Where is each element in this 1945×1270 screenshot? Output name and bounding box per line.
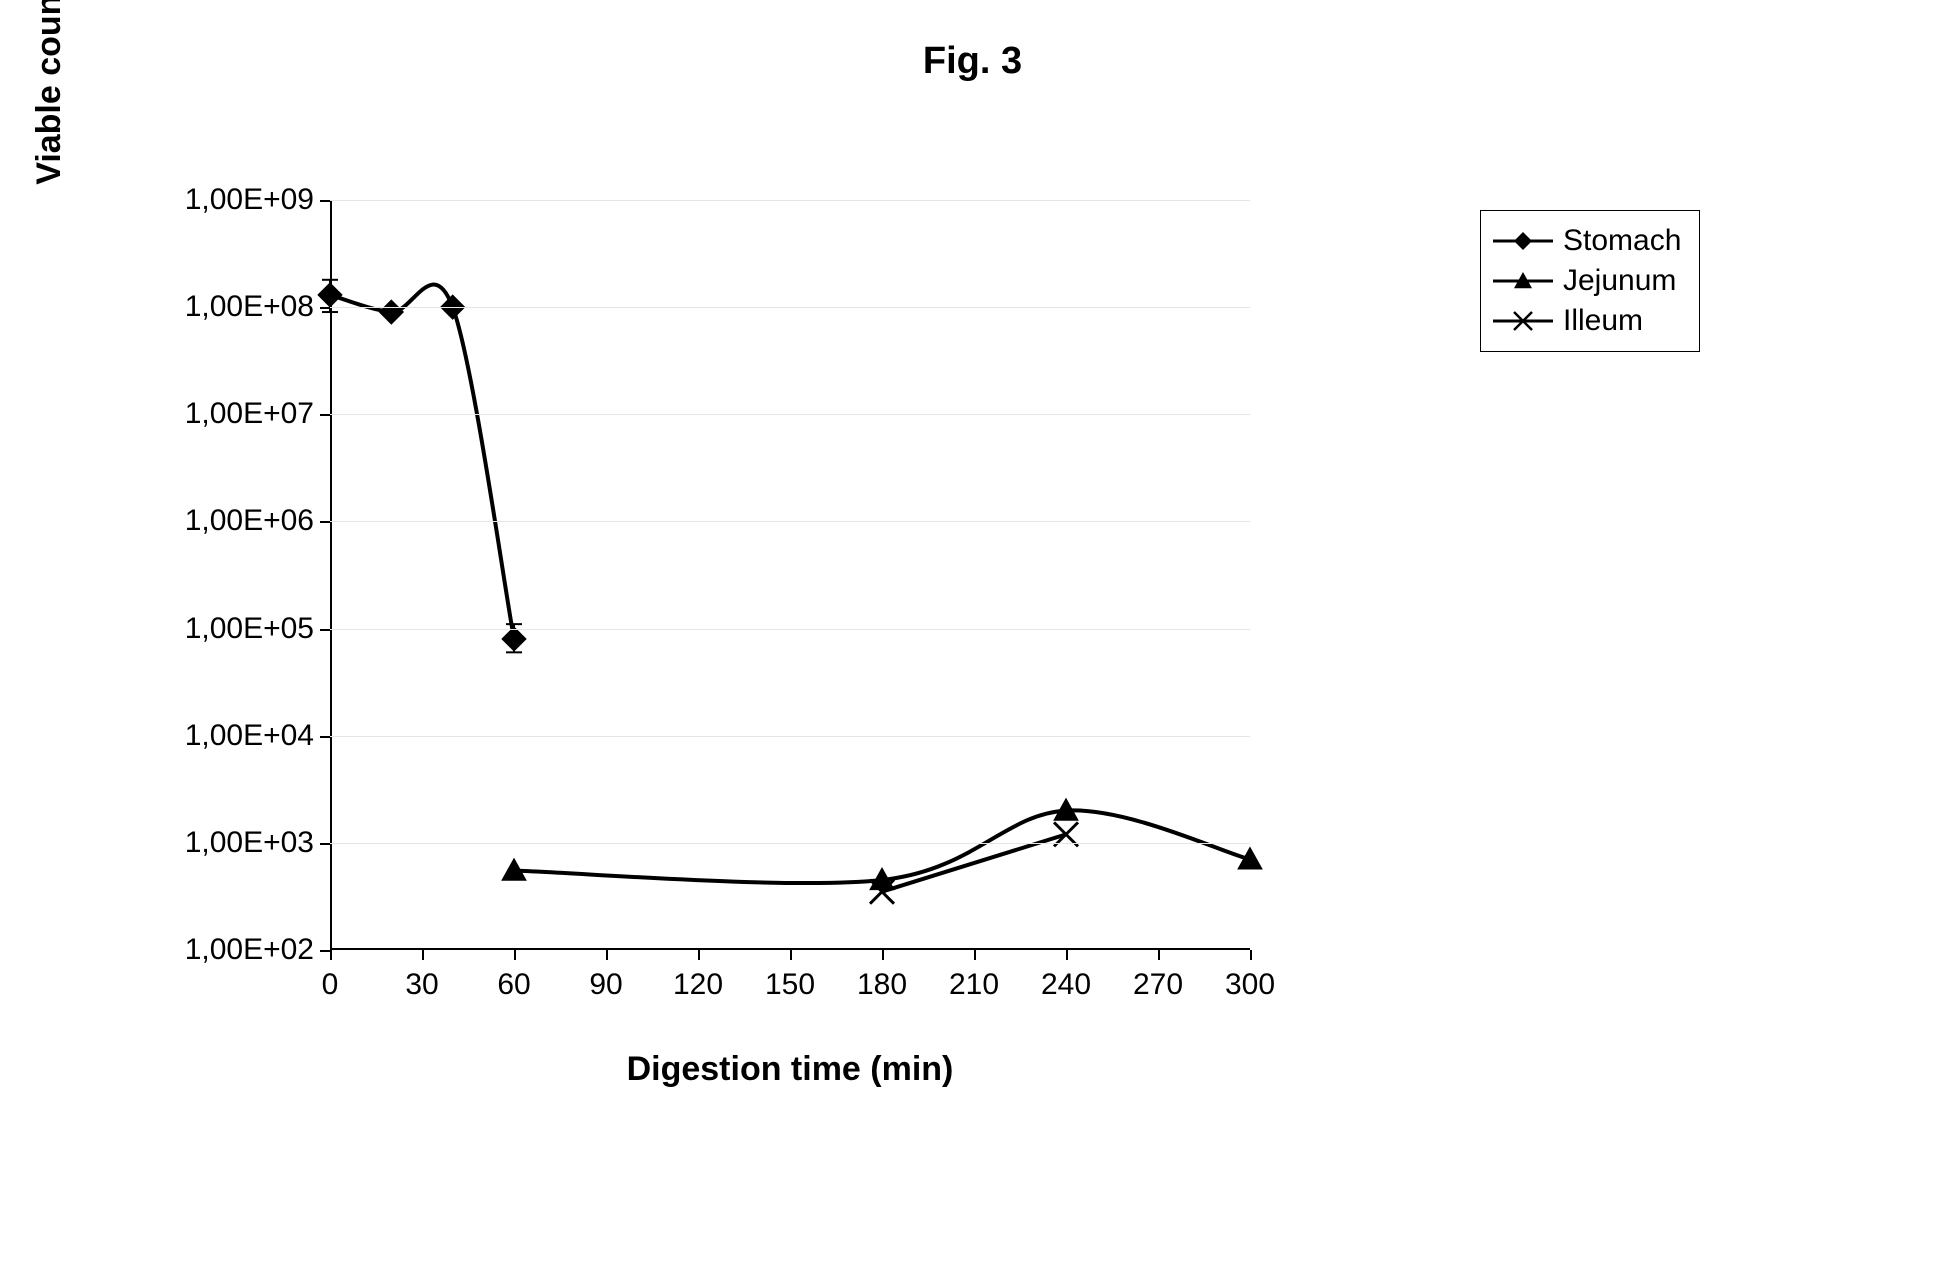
x-tick-label: 60: [497, 968, 530, 1002]
legend: Stomach Jejunum Illeum: [1480, 210, 1700, 352]
x-tick: [698, 950, 700, 960]
plot-svg: [330, 200, 1250, 950]
series-line-stomach: [330, 285, 514, 639]
legend-label: Jejunum: [1563, 264, 1676, 298]
gridline: [330, 414, 1250, 415]
y-tick: [320, 736, 330, 738]
y-axis-title: Viable count (cfu)/ml maple sap: [30, 0, 69, 280]
x-tick-label: 240: [1041, 968, 1091, 1002]
y-tick: [320, 307, 330, 309]
x-axis-title: Digestion time (min): [330, 1050, 1250, 1089]
x-tick: [790, 950, 792, 960]
legend-item-stomach: Stomach: [1493, 221, 1681, 261]
y-tick-label: 1,00E+03: [185, 826, 314, 860]
y-tick-label: 1,00E+05: [185, 612, 314, 646]
gridline: [330, 629, 1250, 630]
y-tick: [320, 629, 330, 631]
y-tick: [320, 843, 330, 845]
y-tick: [320, 414, 330, 416]
chart: Viable count (cfu)/ml maple sap 1,00E+02…: [70, 180, 1310, 1180]
gridline: [330, 521, 1250, 522]
y-tick: [320, 200, 330, 202]
x-tick: [974, 950, 976, 960]
x-tick-label: 90: [589, 968, 622, 1002]
gridline: [330, 200, 1250, 201]
x-tick: [1066, 950, 1068, 960]
gridline: [330, 843, 1250, 844]
marker-diamond: [379, 300, 403, 324]
x-tick-label: 180: [857, 968, 907, 1002]
marker-diamond: [502, 627, 526, 651]
y-tick-label: 1,00E+06: [185, 504, 314, 538]
figure-title: Fig. 3: [0, 40, 1945, 83]
marker-diamond: [318, 283, 342, 307]
y-tick-label: 1,00E+09: [185, 183, 314, 217]
x-tick: [606, 950, 608, 960]
x-tick: [330, 950, 332, 960]
y-tick: [320, 521, 330, 523]
x-tick: [1158, 950, 1160, 960]
x-tick-label: 30: [405, 968, 438, 1002]
legend-label: Stomach: [1563, 224, 1681, 258]
x-tick: [422, 950, 424, 960]
legend-swatch: [1493, 306, 1553, 336]
y-tick: [320, 950, 330, 952]
x-tick-label: 0: [322, 968, 339, 1002]
y-tick-label: 1,00E+08: [185, 290, 314, 324]
plot-area: 1,00E+021,00E+031,00E+041,00E+051,00E+06…: [330, 200, 1250, 950]
x-tick-label: 270: [1133, 968, 1183, 1002]
gridline: [330, 307, 1250, 308]
gridline: [330, 736, 1250, 737]
legend-swatch: [1493, 266, 1553, 296]
x-tick: [882, 950, 884, 960]
legend-item-jejunum: Jejunum: [1493, 261, 1681, 301]
y-tick-label: 1,00E+07: [185, 397, 314, 431]
x-tick-label: 120: [673, 968, 723, 1002]
x-tick-label: 150: [765, 968, 815, 1002]
legend-item-illeum: Illeum: [1493, 301, 1681, 341]
y-tick-label: 1,00E+02: [185, 933, 314, 967]
x-tick: [1250, 950, 1252, 960]
x-tick-label: 210: [949, 968, 999, 1002]
legend-label: Illeum: [1563, 304, 1643, 338]
x-tick-label: 300: [1225, 968, 1275, 1002]
legend-swatch: [1493, 226, 1553, 256]
y-tick-label: 1,00E+04: [185, 719, 314, 753]
x-tick: [514, 950, 516, 960]
